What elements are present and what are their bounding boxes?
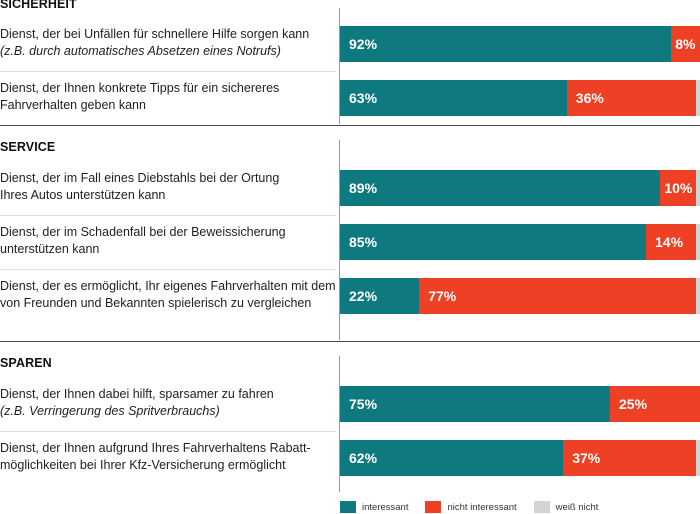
data-label: 36% (575, 90, 604, 106)
row-divider (0, 215, 336, 216)
bar-segment-weiss-nicht (696, 80, 700, 116)
section-title: SICHERHEIT (0, 0, 77, 11)
row-label-note: (z.B. Verringerung des Spritverbrauchs) (0, 404, 220, 418)
data-label: 10% (664, 180, 693, 196)
row-label-line: Dienst, der Ihnen konkrete Tipps für ein… (0, 81, 280, 95)
section-rule (0, 125, 700, 126)
data-label: 25% (619, 396, 648, 412)
row-label: Dienst, der im Schadenfall bei der Bewei… (0, 224, 334, 258)
legend-item-nicht-interessant: nicht interessant (425, 501, 517, 513)
row-label-line: von Freunden und Bekannten spielerisch z… (0, 296, 312, 310)
row-label: Dienst, der Ihnen aufgrund Ihres Fahrver… (0, 440, 334, 474)
section-title: SERVICE (0, 140, 56, 154)
row-label: Dienst, der Ihnen konkrete Tipps für ein… (0, 80, 334, 114)
data-label: 63% (349, 90, 378, 106)
bar-segment-interessant: 92% (340, 26, 672, 62)
legend-label-weiss-nicht: weiß nicht (555, 501, 599, 513)
data-label: 89% (349, 180, 378, 196)
axis-line (339, 8, 340, 124)
bar-segment-weiss-nicht (696, 440, 700, 476)
row-label-line: Ihres Autos unterstützen kann (0, 188, 166, 202)
bar-segment-interessant: 22% (340, 278, 420, 314)
bar-segment-nicht-interessant: 8% (671, 26, 700, 62)
axis-line (339, 140, 340, 340)
bar-segment-weiss-nicht (696, 224, 700, 260)
bar-segment-interessant: 75% (340, 386, 610, 422)
legend-swatch-nicht-interessant (425, 501, 442, 513)
data-label: 8% (675, 36, 696, 52)
legend-item-interessant: interessant (340, 501, 408, 513)
data-label: 75% (349, 396, 378, 412)
bar-segment-nicht-interessant: 77% (419, 278, 697, 314)
row-label: Dienst, der im Fall eines Diebstahls bei… (0, 170, 334, 204)
bar-segment-weiss-nicht (696, 278, 700, 314)
axis-line (339, 356, 340, 492)
bar-segment-nicht-interessant: 14% (646, 224, 697, 260)
data-label: 37% (572, 450, 601, 466)
bar-segment-interessant: 85% (340, 224, 646, 260)
bar-segment-nicht-interessant: 37% (563, 440, 697, 476)
section-rule (0, 341, 700, 342)
row-label-line: möglichkeiten bei Ihrer Kfz-Versicherung… (0, 458, 286, 472)
bar-segment-nicht-interessant: 10% (660, 170, 697, 206)
data-label: 92% (349, 36, 378, 52)
row-label-note: (z.B. durch automatisches Absetzen eines… (0, 44, 281, 58)
row-label-line: Dienst, der es ermöglicht, Ihr eigenes F… (0, 279, 336, 293)
row-divider (0, 269, 336, 270)
row-label: Dienst, der es ermöglicht, Ihr eigenes F… (0, 278, 336, 312)
legend-swatch-interessant (340, 501, 356, 513)
bar-segment-nicht-interessant: 36% (566, 80, 697, 116)
data-label: 22% (349, 288, 378, 304)
data-label: 77% (428, 288, 457, 304)
bar-segment-interessant: 62% (340, 440, 564, 476)
row-label-line: Dienst, der im Fall eines Diebstahls bei… (0, 171, 280, 185)
data-label: 62% (349, 450, 378, 466)
row-label-line: unterstützen kann (0, 242, 100, 256)
section-title: SPAREN (0, 356, 52, 370)
row-label-line: Dienst, der im Schadenfall bei der Bewei… (0, 225, 286, 239)
legend-label-interessant: interessant (362, 501, 409, 513)
bar-segment-nicht-interessant: 25% (610, 386, 700, 422)
row-divider (0, 71, 336, 72)
row-label-line: Dienst, der Ihnen aufgrund Ihres Fahrver… (0, 441, 311, 455)
data-label: 85% (349, 234, 378, 250)
legend-item-weiss-nicht: weiß nicht (533, 501, 599, 513)
row-divider (0, 431, 336, 432)
bar-segment-weiss-nicht (696, 170, 700, 206)
legend-swatch-weiss-nicht (533, 501, 550, 513)
row-label: Dienst, der bei Unfällen für schnellere … (0, 26, 334, 60)
data-label: 14% (655, 234, 684, 250)
row-label-line: Dienst, der Ihnen dabei hilft, sparsamer… (0, 387, 274, 401)
bar-segment-interessant: 89% (340, 170, 661, 206)
row-label-line: Dienst, der bei Unfällen für schnellere … (0, 27, 310, 41)
legend-label-nicht-interessant: nicht interessant (447, 501, 517, 513)
row-label-line: Fahrverhalten geben kann (0, 98, 146, 112)
bar-segment-interessant: 63% (340, 80, 567, 116)
legend: interessant nicht interessant weiß nicht (340, 501, 615, 513)
row-label: Dienst, der Ihnen dabei hilft, sparsamer… (0, 386, 334, 420)
